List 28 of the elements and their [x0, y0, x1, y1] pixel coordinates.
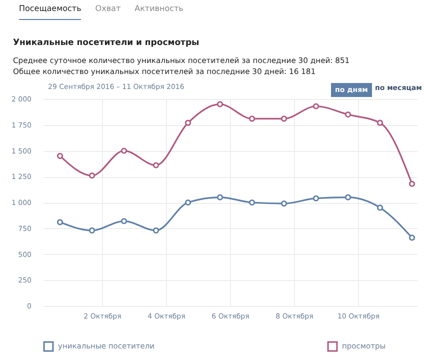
point [56, 152, 64, 159]
point [216, 101, 224, 108]
point [344, 111, 352, 118]
point [408, 180, 416, 187]
point [184, 199, 192, 206]
point [248, 199, 256, 206]
text: Охват [95, 4, 121, 13]
point [152, 227, 160, 234]
text: Посещаемость [19, 4, 82, 20]
point [88, 172, 96, 179]
point [312, 103, 320, 110]
point [280, 116, 288, 122]
point [120, 218, 128, 224]
text: Активность [134, 4, 184, 13]
point [88, 227, 96, 234]
point [184, 120, 192, 126]
point [408, 234, 416, 241]
point [312, 195, 320, 202]
point [248, 116, 256, 122]
point [376, 120, 384, 126]
point [216, 194, 224, 200]
point [56, 219, 64, 226]
point [120, 148, 128, 154]
point [280, 200, 288, 207]
point [344, 194, 352, 200]
point [376, 204, 384, 211]
point [152, 162, 160, 168]
chart-title: Уникальные посетители и просмотры [13, 38, 200, 48]
